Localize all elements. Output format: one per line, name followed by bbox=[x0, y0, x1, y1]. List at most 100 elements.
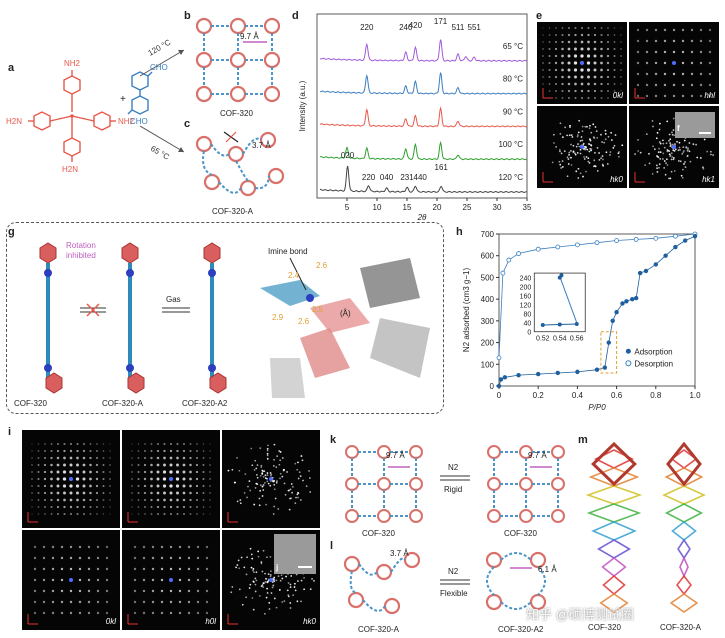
diffraction-spot bbox=[558, 160, 561, 163]
diffraction-spot bbox=[69, 442, 73, 446]
diffraction-spot bbox=[281, 475, 284, 478]
diffraction-spot bbox=[195, 498, 199, 502]
diffraction-spot bbox=[279, 472, 282, 475]
diffraction-spot bbox=[590, 144, 592, 146]
diffraction-spot bbox=[690, 39, 694, 43]
diffraction-spot bbox=[187, 556, 191, 560]
diffraction-spot bbox=[60, 600, 64, 604]
linker-cof320a2 bbox=[203, 242, 227, 394]
diffraction-spot bbox=[670, 152, 673, 155]
diffraction-spot bbox=[266, 474, 269, 476]
diffraction-spot bbox=[281, 577, 284, 580]
diffraction-spot bbox=[264, 474, 267, 477]
diffraction-spot bbox=[109, 485, 111, 487]
diffraction-spot bbox=[621, 144, 624, 147]
diffraction-spot bbox=[266, 472, 269, 474]
diffraction-spot bbox=[253, 469, 256, 471]
diffraction-spot bbox=[264, 572, 266, 575]
diffraction-spot bbox=[654, 50, 658, 54]
diffraction-spot bbox=[266, 457, 269, 460]
diffraction-spot bbox=[598, 152, 600, 154]
diffraction-spot bbox=[593, 68, 597, 72]
diffraction-spot bbox=[293, 582, 296, 585]
diffraction-spot bbox=[43, 477, 47, 481]
adsorption-point bbox=[594, 367, 600, 372]
tetrahedral-node bbox=[377, 477, 391, 491]
diffraction-spot bbox=[150, 505, 153, 509]
diffraction-spot bbox=[666, 164, 669, 166]
diffraction-spot bbox=[573, 68, 578, 72]
diffraction-spot bbox=[62, 484, 67, 488]
desorption-point bbox=[555, 244, 561, 250]
diffraction-spot bbox=[593, 159, 596, 162]
diffraction-spot bbox=[663, 160, 666, 162]
diffraction-spot bbox=[583, 158, 586, 160]
diffraction-spot bbox=[33, 589, 37, 593]
diffraction-spot bbox=[275, 466, 278, 469]
diffraction-spot bbox=[577, 131, 580, 134]
inset-y-tick: 240 bbox=[520, 276, 532, 283]
diffraction-spot bbox=[196, 450, 198, 452]
diffraction-spot bbox=[239, 499, 242, 501]
legend-marker-adsorption bbox=[625, 348, 631, 354]
diffraction-spot bbox=[285, 575, 287, 578]
inset-desorption-line bbox=[559, 276, 578, 323]
diffraction-spot bbox=[82, 505, 86, 509]
diffraction-spot bbox=[263, 470, 266, 473]
diffraction-spot bbox=[143, 498, 147, 502]
diffraction-spot bbox=[51, 545, 55, 549]
diffraction-spot bbox=[209, 443, 211, 445]
diffraction-spot bbox=[580, 68, 584, 72]
diffraction-spot bbox=[555, 97, 557, 99]
diffraction-spot bbox=[189, 498, 192, 502]
diffraction-spot bbox=[105, 545, 109, 549]
diffraction-spot bbox=[311, 578, 313, 580]
desorption-point bbox=[653, 235, 659, 241]
diffraction-spot bbox=[297, 491, 299, 494]
diffraction-spot bbox=[42, 545, 46, 549]
diffraction-spot bbox=[37, 506, 40, 508]
aldehyde-label-1: CHO bbox=[150, 63, 168, 72]
diffraction-spot bbox=[614, 134, 617, 136]
tetrahedral-node bbox=[551, 477, 565, 491]
diffraction-spot bbox=[652, 125, 654, 128]
diffraction-spot bbox=[261, 485, 264, 488]
panel-m-nets: COF-320 COF-320-A bbox=[585, 441, 706, 632]
diffraction-spot bbox=[604, 138, 607, 141]
diffraction-spot bbox=[82, 456, 86, 460]
diffraction-spot bbox=[259, 474, 262, 477]
diffraction-spot bbox=[33, 600, 37, 604]
caption-e-hk1: hk1 bbox=[702, 175, 715, 184]
diffraction-spot bbox=[102, 464, 105, 466]
diffraction-spot bbox=[231, 586, 234, 588]
diffraction-spot bbox=[265, 577, 267, 580]
diffraction-spot bbox=[267, 444, 269, 447]
diffraction-spot bbox=[96, 578, 100, 582]
diffraction-spot bbox=[302, 479, 304, 482]
diffraction-spot bbox=[281, 601, 284, 603]
diffraction-spot bbox=[548, 68, 551, 72]
diffraction-spot bbox=[583, 145, 586, 148]
diffraction-spot bbox=[151, 589, 155, 593]
diffraction-spot bbox=[579, 152, 582, 155]
diffraction-spot bbox=[668, 150, 671, 153]
diffraction-spot bbox=[102, 513, 105, 515]
diffraction-spot bbox=[620, 69, 622, 71]
diffraction-spot bbox=[63, 449, 66, 453]
diffraction-spot bbox=[567, 89, 571, 93]
adsorption-point bbox=[516, 372, 521, 378]
desorption-point bbox=[614, 238, 620, 243]
caption-e-hk0: hk0 bbox=[610, 175, 623, 184]
diffraction-spot bbox=[248, 587, 251, 589]
series-line-100c bbox=[319, 140, 527, 161]
diffraction-spot bbox=[567, 33, 571, 37]
diffraction-spot bbox=[162, 477, 167, 481]
diffraction-spot bbox=[160, 600, 164, 604]
diffraction-spot bbox=[51, 556, 55, 560]
diffraction-spot bbox=[589, 124, 591, 127]
diffraction-spot bbox=[178, 556, 182, 560]
diffraction-spot bbox=[82, 477, 86, 481]
diffraction-spot bbox=[160, 611, 164, 615]
diffraction-hhl: hhl bbox=[629, 22, 719, 104]
diffraction-spot bbox=[580, 47, 584, 51]
